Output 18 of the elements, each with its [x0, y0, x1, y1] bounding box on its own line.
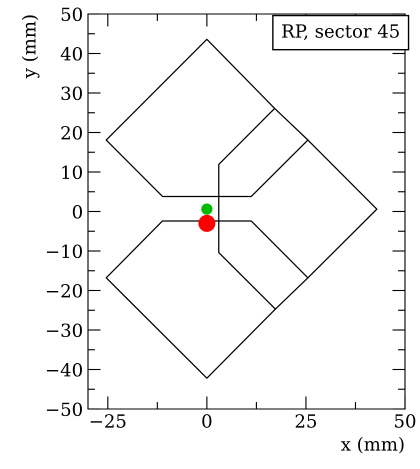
x-tick-label: 25 — [296, 414, 316, 428]
y-tick-label: −20 — [46, 284, 82, 298]
y-tick-label: 30 — [62, 86, 82, 100]
y-tick-label: 0 — [72, 204, 82, 219]
y-tick-label: 10 — [62, 165, 82, 180]
y-tick-label: 40 — [60, 46, 82, 61]
x-tick-label: 0 — [202, 414, 212, 428]
y-tick-label: −30 — [46, 323, 82, 338]
x-tick-label: 50 — [395, 414, 416, 428]
y-tick-label: 50 — [62, 7, 82, 22]
y-tick-label: −10 — [46, 244, 82, 258]
annotation: RP, sector 45 — [282, 24, 399, 40]
y-tick-label: −40 — [46, 362, 82, 377]
y-tick-label: 20 — [61, 126, 82, 140]
x-axis-title: x (mm) — [340, 436, 404, 454]
y-axis-title: y (mm) — [22, 15, 40, 78]
x-tick-label: −25 — [90, 414, 126, 428]
y-tick-label: −50 — [46, 402, 82, 416]
